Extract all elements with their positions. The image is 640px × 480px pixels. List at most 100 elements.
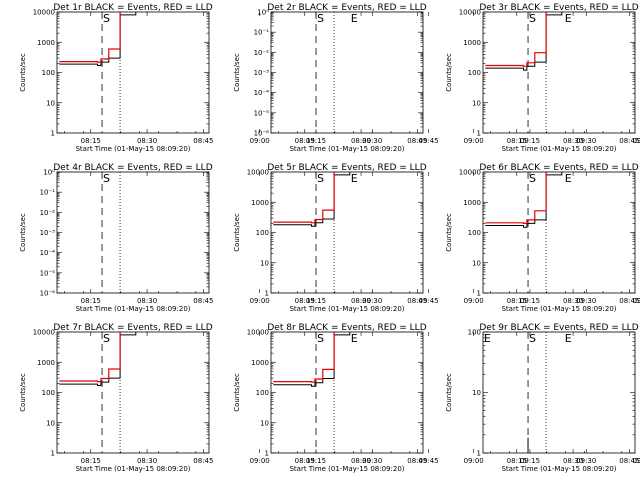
x-tick-label: 08:30 xyxy=(351,137,371,145)
y-axis-label: Counts/sec xyxy=(19,213,27,252)
y-tick-label: 100 xyxy=(42,69,55,77)
x-tick-label: 09:00 xyxy=(250,297,270,305)
y-tick-label: 10⁰ xyxy=(257,9,269,17)
y-tick-label: 1 xyxy=(265,450,269,458)
x-axis-label: Start Time (01-May-15 08:09:20) xyxy=(501,145,616,153)
y-tick-label: 10000 xyxy=(459,169,481,177)
y-tick-label: 1000 xyxy=(37,359,55,367)
y-tick-label: 10⁻² xyxy=(254,49,270,57)
x-tick-label: 08:15 xyxy=(507,457,527,465)
lld-series-line xyxy=(273,172,335,224)
marker-s: S xyxy=(529,332,536,345)
marker-s: S xyxy=(529,172,536,185)
y-tick-label: 100 xyxy=(468,69,481,77)
x-tick-label: 08:45 xyxy=(619,457,639,465)
y-tick-label: 10 xyxy=(472,99,481,107)
series-group xyxy=(485,172,563,228)
marker-e: E xyxy=(565,332,572,345)
plot-frame xyxy=(56,171,210,294)
y-tick-label: 10000 xyxy=(247,329,269,337)
y-axis-label: Counts/sec xyxy=(445,53,453,92)
marker-s: S xyxy=(103,172,110,185)
y-tick-label: 10⁻² xyxy=(40,209,56,217)
y-tick-label: 10 xyxy=(472,259,481,267)
x-tick-label: 08:30 xyxy=(351,457,371,465)
x-tick-label: 08:30 xyxy=(563,297,583,305)
marker-e: E xyxy=(484,332,491,345)
y-axis-label: Counts/sec xyxy=(233,53,241,92)
y-tick-label: 10⁻⁴ xyxy=(40,249,56,257)
marker-e: E xyxy=(565,12,572,25)
x-axis-label: Start Time (01-May-15 08:09:20) xyxy=(289,465,404,473)
y-tick-label: 10 xyxy=(46,99,55,107)
events-series-line xyxy=(273,332,351,387)
x-tick-label: 08:15 xyxy=(295,457,315,465)
y-tick-label: 10⁻⁶ xyxy=(40,290,56,298)
x-tick-label: 09:45 xyxy=(632,457,640,465)
marker-e: E xyxy=(565,172,572,185)
y-tick-label: 100 xyxy=(468,229,481,237)
marker-s: S xyxy=(317,332,324,345)
y-tick-label: 10⁻⁵ xyxy=(254,109,270,117)
x-tick-label: 09:30 xyxy=(362,457,382,465)
x-tick-label: 09:00 xyxy=(250,457,270,465)
x-tick-label: 08:45 xyxy=(407,297,427,305)
plot-frame xyxy=(270,171,424,294)
plot-frame xyxy=(270,11,424,134)
panel-det-3r: Det 3r BLACK = Events, RED = LLD 08:15 08:… xyxy=(445,3,639,153)
x-tick-label: 09:45 xyxy=(632,137,640,145)
marker-e: E xyxy=(351,332,358,345)
marker-e: E xyxy=(351,172,358,185)
panel-title: Det 3r BLACK = Events, RED = LLD xyxy=(479,3,638,13)
panel-title: Det 8r BLACK = Events, RED = LLD xyxy=(267,323,426,333)
x-axis-label: Start Time (01-May-15 08:09:20) xyxy=(501,305,616,313)
lld-series-line xyxy=(59,12,121,63)
events-series-line xyxy=(273,172,351,227)
y-tick-label: 100 xyxy=(256,229,269,237)
events-series-line xyxy=(59,332,137,386)
y-tick-label: 1 xyxy=(51,130,55,138)
panel-det-7r: Det 7r BLACK = Events, RED = LLD 08:15 08:… xyxy=(19,323,439,473)
events-series-line xyxy=(485,172,563,228)
series-group xyxy=(485,12,563,71)
x-tick-label: 09:15 xyxy=(306,297,326,305)
y-tick-label: 10 xyxy=(260,419,269,427)
x-tick-label: 09:15 xyxy=(306,137,326,145)
x-tick-label: 08:30 xyxy=(137,137,157,145)
marker-s: S xyxy=(103,332,110,345)
x-tick-label: 09:15 xyxy=(520,137,540,145)
x-tick-label: 09:30 xyxy=(576,457,596,465)
marker-s: S xyxy=(317,172,324,185)
panel-det-9r: Det 9r BLACK = Events, RED = LLD 08:15 08:… xyxy=(445,323,639,473)
panel-det-8r: Det 8r BLACK = Events, RED = LLD 08:15 08:… xyxy=(233,323,640,473)
lld-series-line xyxy=(485,12,547,67)
x-tick-label: 08:15 xyxy=(81,297,101,305)
x-tick-label: 08:45 xyxy=(619,297,639,305)
series-group xyxy=(59,332,137,386)
panel-title: Det 5r BLACK = Events, RED = LLD xyxy=(267,163,426,173)
panel-det-4r: Det 4r BLACK = Events, RED = LLD 08:15 08:… xyxy=(19,163,439,313)
y-axis-label: Counts/sec xyxy=(233,213,241,252)
x-axis-label: Start Time (01-May-15 08:09:20) xyxy=(501,465,616,473)
x-tick-label: 09:30 xyxy=(362,137,382,145)
x-tick-label: 08:45 xyxy=(193,297,213,305)
y-axis-label: Counts/sec xyxy=(233,373,241,412)
series-group xyxy=(527,437,529,453)
y-tick-label: 10000 xyxy=(33,9,55,17)
y-tick-label: 100 xyxy=(256,389,269,397)
y-tick-label: 1000 xyxy=(251,199,269,207)
x-axis-label: Start Time (01-May-15 08:09:20) xyxy=(75,145,190,153)
y-tick-label: 100 xyxy=(42,389,55,397)
y-tick-label: 1000 xyxy=(37,39,55,47)
y-tick-label: 100 xyxy=(468,329,481,337)
plot-frame xyxy=(56,11,210,134)
y-tick-label: 10⁻¹ xyxy=(40,189,56,197)
panel-title: Det 1r BLACK = Events, RED = LLD xyxy=(53,3,212,13)
lld-series-line xyxy=(485,172,547,224)
y-tick-label: 10⁻³ xyxy=(254,69,270,77)
marker-s: S xyxy=(103,12,110,25)
x-tick-label: 09:00 xyxy=(464,457,484,465)
y-tick-label: 10000 xyxy=(33,329,55,337)
y-tick-label: 1000 xyxy=(251,359,269,367)
x-tick-label: 08:30 xyxy=(137,297,157,305)
